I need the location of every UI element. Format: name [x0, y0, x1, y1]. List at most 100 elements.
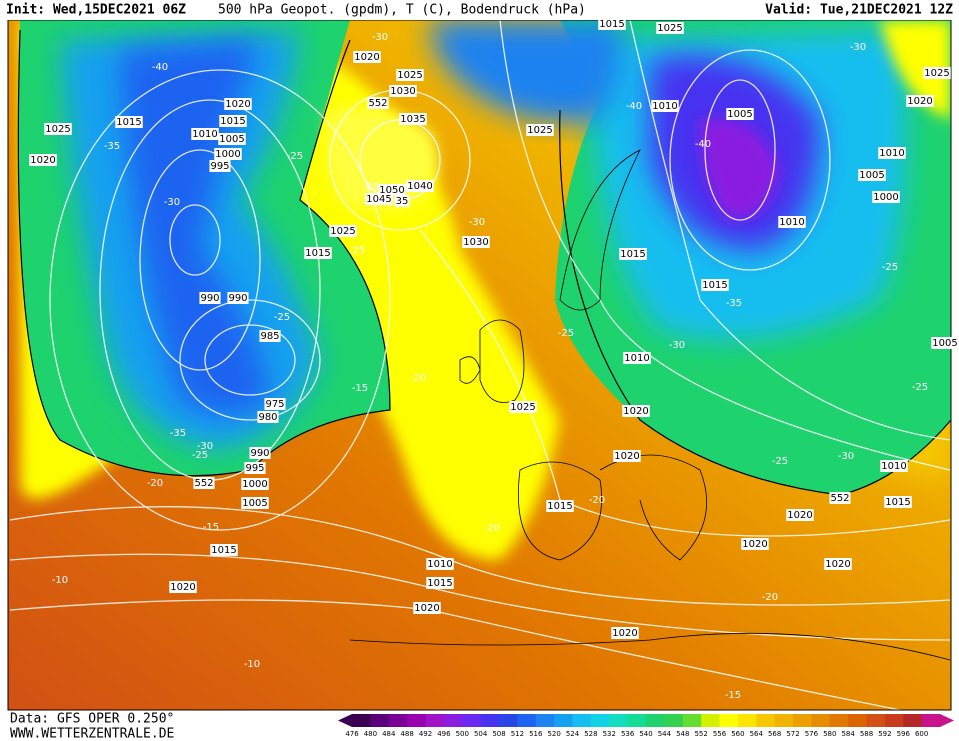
legend-value: 524 — [566, 730, 580, 738]
isobar-label: 1000 — [873, 192, 898, 203]
isobar-label-box — [396, 69, 424, 81]
isobar-label: 995 — [210, 161, 229, 172]
cold-area — [430, 20, 623, 122]
temperature-label: -20 — [410, 373, 426, 384]
isobar-label-box — [598, 18, 626, 30]
legend-swatch — [370, 714, 390, 727]
temperature-label: -40 — [626, 101, 642, 112]
legend-swatch — [774, 714, 794, 727]
isobar-label: 1010 — [427, 559, 452, 570]
isobar-label: 1015 — [547, 501, 572, 512]
legend-value: 492 — [419, 730, 432, 738]
isobar-label-box — [611, 627, 639, 639]
isobar-label-box — [462, 236, 490, 248]
data-source: Data: GFS OPER 0.250° — [10, 712, 174, 727]
temperature-label: -10 — [244, 659, 260, 670]
isobar-label-box — [613, 450, 641, 462]
isobar-label: 1005 — [242, 498, 267, 509]
legend-swatch — [664, 714, 684, 727]
legend-value: 552 — [694, 730, 707, 738]
legend-value: 532 — [603, 730, 616, 738]
legend-swatch — [756, 714, 776, 727]
isobar-label-box — [214, 148, 242, 160]
isobar-label: 1015 — [620, 249, 645, 260]
isobar-label: 1015 — [702, 280, 727, 291]
legend-swatch — [517, 714, 537, 727]
temperature-label: -25 — [363, 182, 379, 193]
legend-swatch — [811, 714, 831, 727]
temperature-label: -40 — [152, 62, 168, 73]
temperature-label: -30 — [669, 340, 685, 351]
isobar-label: 1020 — [825, 559, 850, 570]
legend-value: 484 — [382, 730, 396, 738]
isobar-label-box — [858, 169, 886, 181]
isobar-label-box — [389, 85, 417, 97]
temperature-label: -35 — [104, 141, 120, 152]
isobar-label-box — [227, 292, 249, 304]
isobar-label-box — [115, 116, 143, 128]
isobar-label: 1010 — [881, 461, 906, 472]
legend-swatch — [682, 714, 702, 727]
isobar-label-box — [29, 154, 57, 166]
legend-swatch — [407, 714, 426, 727]
legend-value: 528 — [584, 730, 597, 738]
valid-time: Valid: Tue,21DEC2021 12Z — [765, 3, 953, 18]
contour-label: 552 — [830, 493, 849, 504]
temperature-label: -25 — [192, 450, 208, 461]
legend-value: 488 — [400, 730, 413, 738]
isobar-label-box — [878, 147, 906, 159]
isobar-label: 1025 — [45, 124, 70, 135]
isobar-label-box — [526, 124, 554, 136]
isobar-label-box — [264, 398, 286, 410]
temperature-label: -30 — [838, 451, 854, 462]
isobar-label-box — [394, 195, 410, 207]
isobar-label: 980 — [258, 412, 277, 423]
isobar-label: 1020 — [225, 99, 250, 110]
map-labels: 1015 102510201025103010351020101510151025… — [29, 18, 959, 701]
isobar-label: 1015 — [599, 19, 624, 30]
isobar-label: 1000 — [215, 149, 240, 160]
isobar-label: 1005 — [932, 338, 957, 349]
isobar-label: 1020 — [623, 406, 648, 417]
isobar-label-box — [619, 248, 647, 260]
temperature-label: -35 — [726, 298, 742, 309]
isobar-label-box — [872, 191, 900, 203]
legend-swatch — [480, 714, 500, 727]
legend-value: 572 — [786, 730, 799, 738]
field — [8, 20, 951, 710]
isobar-label: 1010 — [624, 353, 649, 364]
isobar-label-box — [218, 133, 246, 145]
isobar-label-box — [651, 100, 679, 112]
isobar-label-box — [701, 279, 729, 291]
isobar-label: 1025 — [397, 70, 422, 81]
isobar-label: 1010 — [779, 217, 804, 228]
isobar-label: 990 — [200, 293, 219, 304]
isobar-label: 1010 — [192, 129, 217, 140]
map-title: 500 hPa Geopot. (gpdm), T (C), Bodendruc… — [218, 3, 586, 18]
isobar-label: 1015 — [220, 116, 245, 127]
legend-swatch — [793, 714, 812, 727]
legend-swatch — [554, 714, 573, 727]
isobar-label: 1020 — [907, 96, 932, 107]
isobar-label: 1025 — [330, 226, 355, 237]
temperature-label: -25 — [882, 262, 898, 273]
legend-swatch — [425, 714, 445, 727]
isobar-label: 1025 — [924, 68, 949, 79]
legend-swatch — [884, 714, 904, 727]
legend-value: 544 — [658, 730, 672, 738]
isobar-label-box — [426, 577, 454, 589]
temperature-label: -25 — [274, 312, 290, 323]
isobar-label-box — [224, 98, 252, 110]
coastlines — [349, 149, 951, 661]
isobar-label-box — [399, 113, 427, 125]
contour-label: 552 — [368, 98, 387, 109]
legend-swatch — [719, 714, 739, 727]
isobar-label-box — [880, 460, 908, 472]
legend-value: 568 — [768, 730, 781, 738]
isobar-label-box — [329, 225, 357, 237]
isobar-label-box — [406, 180, 434, 192]
legend-arrow-low — [338, 714, 352, 727]
isobar-label: 1015 — [305, 248, 330, 259]
website: WWW.WETTERZENTRALE.DE — [10, 727, 174, 741]
